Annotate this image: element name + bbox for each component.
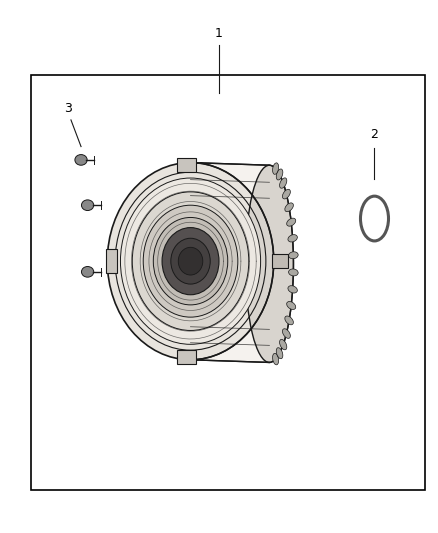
Ellipse shape	[171, 238, 210, 284]
Ellipse shape	[276, 169, 283, 180]
Bar	[177, 158, 196, 172]
Ellipse shape	[289, 269, 298, 276]
Ellipse shape	[162, 228, 219, 295]
Ellipse shape	[285, 316, 293, 325]
Bar	[31, 75, 425, 490]
Polygon shape	[191, 156, 285, 163]
Text: 2: 2	[371, 128, 378, 141]
Ellipse shape	[272, 353, 279, 365]
Ellipse shape	[289, 252, 298, 259]
Ellipse shape	[287, 302, 296, 310]
Ellipse shape	[283, 189, 290, 199]
Ellipse shape	[81, 266, 94, 277]
Ellipse shape	[272, 163, 279, 174]
Ellipse shape	[153, 217, 228, 305]
Text: 3: 3	[64, 102, 72, 115]
Ellipse shape	[143, 205, 238, 317]
Ellipse shape	[132, 192, 249, 330]
Ellipse shape	[81, 200, 94, 211]
Ellipse shape	[285, 203, 293, 212]
Ellipse shape	[288, 235, 297, 242]
Ellipse shape	[178, 247, 203, 275]
Ellipse shape	[173, 241, 208, 281]
Bar	[272, 254, 288, 268]
Ellipse shape	[120, 178, 261, 344]
Ellipse shape	[245, 165, 293, 362]
Ellipse shape	[283, 329, 290, 338]
Ellipse shape	[75, 155, 87, 165]
Ellipse shape	[287, 218, 296, 226]
Ellipse shape	[107, 163, 274, 360]
Bar	[177, 350, 196, 364]
Ellipse shape	[288, 286, 297, 293]
Ellipse shape	[279, 340, 287, 350]
Polygon shape	[191, 163, 293, 362]
Ellipse shape	[164, 230, 217, 292]
Ellipse shape	[279, 178, 287, 188]
Bar	[106, 249, 117, 273]
Text: 1: 1	[215, 27, 223, 40]
Ellipse shape	[276, 348, 283, 359]
